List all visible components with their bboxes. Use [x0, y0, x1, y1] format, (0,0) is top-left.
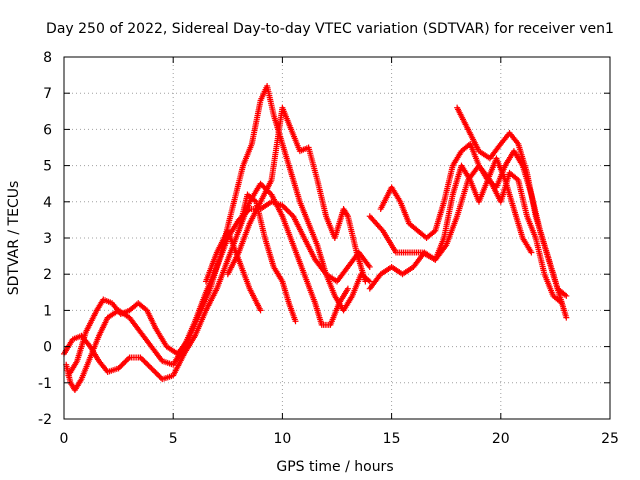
- x-tick-label: 10: [273, 431, 291, 447]
- x-tick-label: 20: [492, 431, 510, 447]
- data-series-track-4: [224, 104, 369, 285]
- y-tick-label: 7: [43, 86, 52, 102]
- y-tick-label: 0: [43, 340, 52, 356]
- data-series-track-6: [202, 227, 264, 314]
- x-tick-label: 15: [383, 431, 401, 447]
- y-tick-label: -2: [38, 412, 52, 428]
- y-tick-label: 2: [43, 267, 52, 283]
- axis-ticks: 0 5 10 15 20 25 -2 -1 0 1 2 3 4 5 6 7 8: [38, 50, 619, 447]
- y-tick-label: 3: [43, 231, 52, 247]
- y-tick-label: 4: [43, 195, 52, 211]
- chart-title: Day 250 of 2022, Sidereal Day-to-day VTE…: [46, 21, 614, 37]
- x-tick-label: 5: [169, 431, 178, 447]
- x-tick-label: 25: [601, 431, 619, 447]
- y-tick-label: 5: [43, 159, 52, 175]
- data-series-track-8: [377, 140, 570, 299]
- data-series-track-3: [65, 82, 373, 379]
- data-points: [61, 82, 570, 394]
- data-series-track-5: [235, 191, 299, 325]
- x-tick-label: 0: [60, 431, 69, 447]
- y-axis-label: SDTVAR / TECUs: [6, 181, 22, 296]
- data-series-track-1: [63, 198, 373, 394]
- y-tick-label: 6: [43, 122, 52, 138]
- data-series-track-7: [366, 162, 565, 307]
- x-axis-label: GPS time / hours: [276, 459, 393, 475]
- y-tick-label: 8: [43, 50, 52, 66]
- y-tick-label: 1: [43, 303, 52, 319]
- y-tick-label: -1: [38, 376, 52, 392]
- data-series-track-10: [366, 155, 535, 263]
- data-series-track-9: [454, 104, 570, 321]
